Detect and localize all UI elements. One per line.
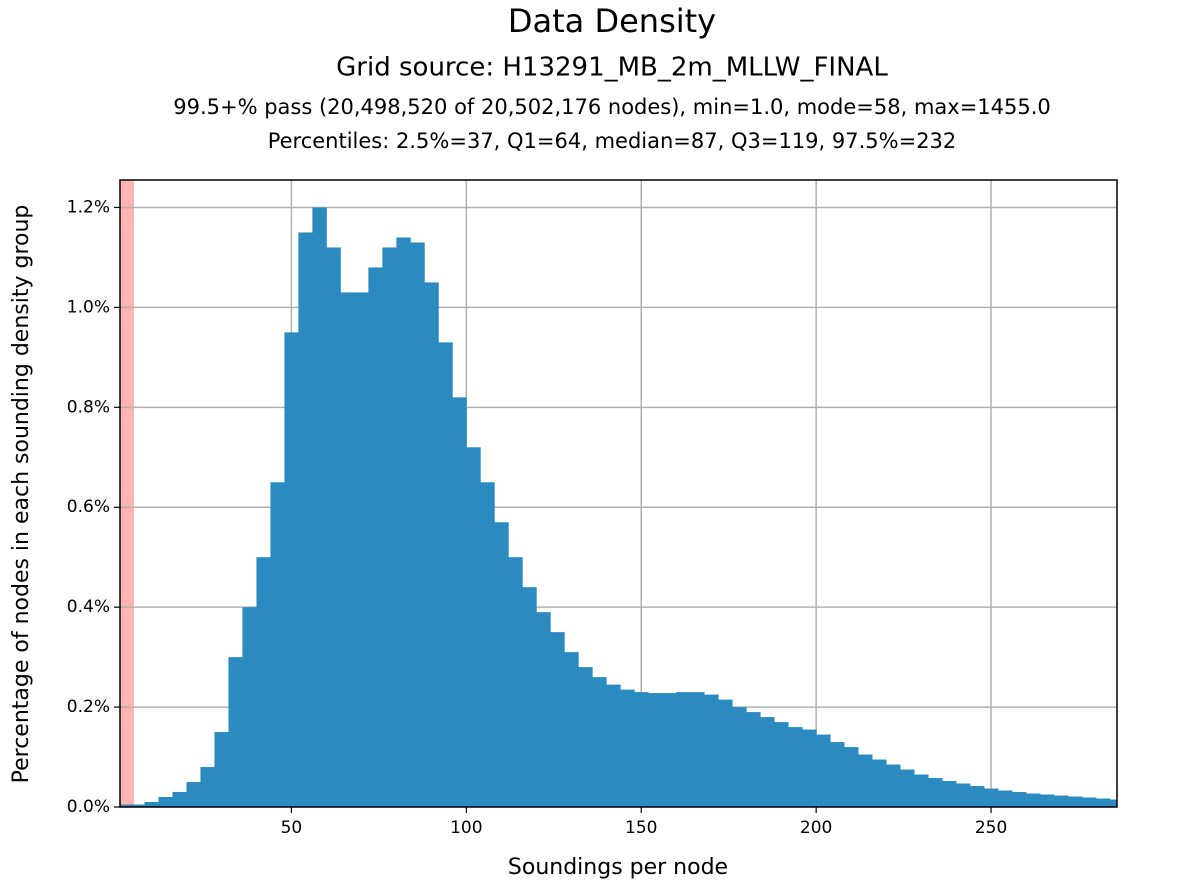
- plot-area: [120, 180, 1117, 807]
- histogram-bar: [830, 742, 845, 807]
- histogram-bar: [998, 790, 1013, 807]
- histogram-bar: [480, 482, 495, 807]
- x-tick-label: 150: [625, 818, 657, 838]
- histogram-bar: [1026, 793, 1041, 807]
- axes-layer: 50 100 150 200 250 0.0% 0.2% 0.4% 0.6% 0.8% 1.0% 1.…: [67, 179, 1118, 838]
- histogram-bar: [942, 781, 957, 807]
- histogram-bar: [1096, 798, 1111, 807]
- histogram-bar: [732, 707, 747, 807]
- histogram-bar: [228, 657, 243, 807]
- histogram-bar: [802, 729, 817, 807]
- histogram-bar: [410, 242, 425, 807]
- histogram-bar: [536, 612, 551, 807]
- histogram-bar: [704, 694, 719, 807]
- histogram-bar: [662, 693, 677, 807]
- histogram-bar: [970, 786, 985, 807]
- chart-subtitle: Grid source: H13291_MB_2m_MLLW_FINAL: [336, 53, 888, 83]
- histogram-bar: [144, 802, 159, 807]
- y-tick-label: 0.6%: [67, 497, 110, 517]
- histogram-bar: [508, 557, 523, 807]
- histogram-bar: [1110, 799, 1117, 807]
- y-tick-label: 0.8%: [67, 397, 110, 417]
- x-tick-label: 50: [281, 818, 303, 838]
- histogram-bar: [452, 397, 467, 807]
- histogram-bar: [522, 587, 537, 807]
- x-axis-label: Soundings per node: [508, 855, 728, 880]
- histogram-bar: [326, 247, 341, 807]
- histogram-bar: [606, 684, 621, 807]
- histogram-bar: [256, 557, 271, 807]
- histogram-bar: [928, 778, 943, 807]
- histogram-bar: [438, 342, 453, 807]
- histogram-bar: [270, 482, 285, 807]
- histogram-bar: [158, 797, 173, 807]
- histogram-bar: [900, 769, 915, 807]
- histogram-bar: [564, 652, 579, 807]
- histogram-bar: [312, 207, 327, 807]
- x-tick-label: 200: [800, 818, 832, 838]
- histogram-bar: [284, 332, 299, 807]
- histogram-bar: [1068, 796, 1083, 807]
- histogram-bar: [214, 732, 229, 807]
- histogram-bar: [1082, 797, 1097, 807]
- chart-title: Data Density: [508, 2, 716, 40]
- histogram-bar: [760, 717, 775, 807]
- histogram-bar: [620, 689, 635, 807]
- histogram-bar: [886, 764, 901, 807]
- histogram-bar: [354, 292, 369, 807]
- y-tick-label: 1.0%: [67, 297, 110, 317]
- histogram-bar: [494, 522, 509, 807]
- histogram-bar: [396, 237, 411, 807]
- histogram-bar: [130, 804, 145, 807]
- y-tick-label: 0.2%: [67, 697, 110, 717]
- histogram-bar: [648, 693, 663, 807]
- histogram-bar: [120, 804, 131, 807]
- x-tick-label: 250: [975, 818, 1007, 838]
- histogram-bar: [788, 727, 803, 807]
- histogram-bar: [746, 712, 761, 807]
- histogram-bar: [592, 677, 607, 807]
- histogram-bar: [186, 782, 201, 807]
- histogram-bar: [340, 292, 355, 807]
- histogram-bar: [676, 692, 691, 807]
- histogram-bar: [1054, 795, 1069, 807]
- histogram-bar: [1040, 794, 1055, 807]
- histogram-bar: [774, 722, 789, 807]
- y-tick-label: 0.4%: [67, 597, 110, 617]
- histogram-bar: [242, 607, 257, 807]
- histogram-bar: [200, 767, 215, 807]
- histogram-bar: [844, 747, 859, 807]
- histogram-bar: [956, 783, 971, 807]
- histogram-bar: [634, 692, 649, 807]
- annotation: 99.5+% pass (20,498,520 of 20,502,176 no…: [173, 95, 1051, 119]
- histogram-bar: [424, 282, 439, 807]
- histogram-bar: [690, 692, 705, 807]
- histogram-bar: [578, 667, 593, 807]
- histogram-bar: [858, 754, 873, 807]
- x-tick-label: 100: [450, 818, 482, 838]
- histogram-bar: [550, 632, 565, 807]
- histogram-bar: [382, 247, 397, 807]
- histogram-bar: [872, 759, 887, 807]
- axes-frame: [119, 179, 1118, 808]
- histogram-bar: [816, 734, 831, 807]
- histogram-bar: [984, 788, 999, 807]
- y-tick-label: 1.2%: [67, 197, 110, 217]
- histogram-bar: [298, 232, 313, 807]
- histogram-bar: [1012, 792, 1027, 807]
- highlight-span: [120, 180, 134, 807]
- y-tick-label: 0.0%: [67, 797, 110, 817]
- histogram-bar: [718, 699, 733, 807]
- annotation: Percentiles: 2.5%=37, Q1=64, median=87, …: [268, 129, 957, 153]
- histogram-bar: [368, 267, 383, 807]
- histogram-bar: [466, 447, 481, 807]
- y-axis-label: Percentage of nodes in each sounding den…: [9, 205, 34, 784]
- histogram-bar: [172, 792, 187, 807]
- histogram-bar: [914, 774, 929, 807]
